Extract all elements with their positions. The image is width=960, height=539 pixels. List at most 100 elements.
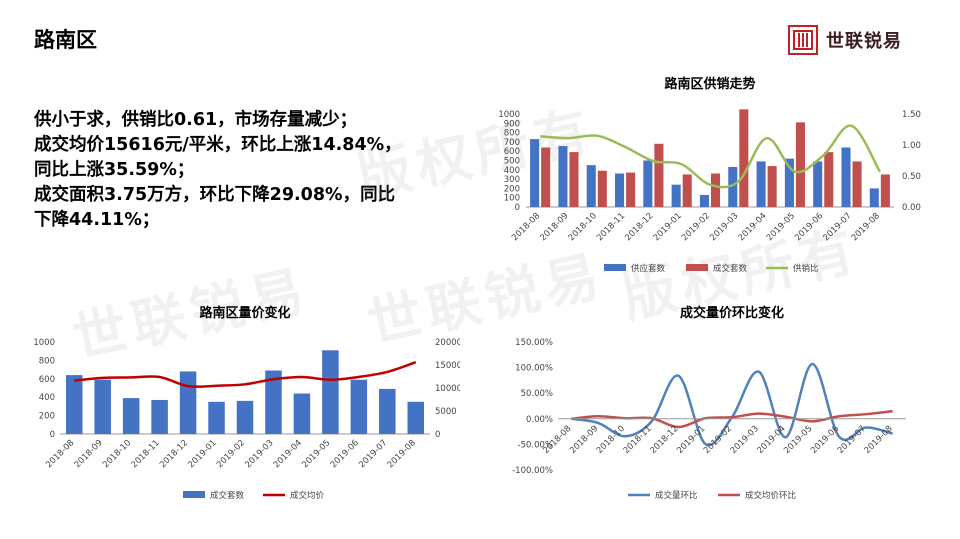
chart-title: 路南区量价变化: [199, 305, 290, 321]
y2-tick-label: 0.00: [902, 203, 921, 213]
y-tick-label: 1000: [33, 338, 55, 348]
x-tick-label: 2019-03: [243, 438, 275, 470]
x-tick-label: 2018-11: [130, 438, 162, 470]
legend-label: 供应套数: [631, 263, 666, 274]
y2-tick-label: 1.50: [902, 110, 921, 120]
legend-label: 成交量环比: [655, 490, 698, 501]
x-tick-label: 2018-10: [567, 211, 599, 243]
bar-volume: [236, 400, 254, 434]
bar-volume: [179, 371, 197, 434]
y-tick-label: -100.00%: [512, 466, 553, 476]
bar-supply: [558, 146, 568, 207]
y-tick-label: 200: [39, 412, 55, 422]
x-tick-label: 2019-04: [737, 211, 769, 243]
y-tick-label: 50.00%: [521, 389, 553, 399]
bar-supply: [813, 161, 823, 207]
summary-line: 成交均价15616元/平米，环比上涨14.84%，: [34, 135, 402, 155]
y2-tick-label: 5000: [435, 407, 457, 417]
bar-sales: [654, 143, 664, 207]
bar-supply: [699, 194, 709, 207]
bar-volume: [65, 375, 83, 434]
y-tick-label: -50.00%: [518, 440, 553, 450]
x-tick-label: 2019-04: [755, 424, 787, 456]
x-tick-label: 2018-08: [510, 211, 542, 243]
x-tick-label: 2019-02: [215, 438, 247, 470]
y-tick-label: 100.00%: [515, 364, 553, 374]
bar-supply: [530, 139, 540, 207]
bar-sales: [626, 172, 636, 207]
x-tick-label: 2019-02: [702, 424, 734, 456]
bar-volume: [94, 379, 111, 434]
bar-supply: [671, 184, 681, 207]
y-tick-label: 0: [515, 203, 520, 213]
bar-volume: [379, 388, 396, 434]
bar-volume: [293, 393, 311, 434]
x-tick-label: 2019-03: [708, 211, 740, 243]
x-tick-label: 2019-06: [793, 211, 825, 243]
legend-swatch: [686, 264, 708, 271]
bar-supply: [869, 188, 879, 207]
line-avg-price: [74, 360, 417, 388]
x-tick-label: 2018-09: [568, 424, 600, 456]
x-tick-label: 2019-01: [652, 211, 684, 243]
x-tick-label: 2019-06: [809, 424, 841, 456]
x-tick-label: 2018-08: [44, 438, 76, 470]
y-tick-label: 200: [504, 184, 520, 194]
legend-label: 供销比: [793, 263, 819, 274]
y-tick-label: 0: [50, 430, 55, 440]
y-tick-label: 600: [504, 147, 520, 157]
summary-text: 供小于求，供销比0.61，市场存量减少； 成交均价15616元/平米，环比上涨1…: [34, 108, 484, 233]
y-tick-label: 0.00%: [526, 415, 553, 425]
x-tick-label: 2019-07: [357, 438, 389, 470]
legend-label: 成交均价: [290, 490, 325, 501]
bar-supply: [784, 158, 794, 207]
brand-seal-icon: [788, 25, 818, 55]
brand-name: 世联锐易: [826, 31, 902, 52]
bar-sales: [569, 152, 579, 207]
x-tick-label: 2019-06: [329, 438, 361, 470]
x-tick-label: 2018-09: [73, 438, 105, 470]
bar-sales: [767, 166, 777, 207]
page-title: 路南区: [34, 28, 97, 52]
bar-supply: [756, 161, 766, 207]
bar-sales: [880, 174, 890, 207]
bar-sales: [739, 109, 749, 207]
summary-line: 同比上涨35.59%；: [34, 160, 195, 180]
y2-tick-label: 0: [435, 430, 440, 440]
line-price-mom: [571, 409, 893, 429]
mom-change-chart: 成交量价环比变化 150.00% 100.00% 50.00% 0.00% -50.00%…: [512, 305, 906, 501]
x-tick-label: 2019-07: [836, 424, 868, 456]
x-tick-label: 2019-01: [186, 438, 218, 470]
y-tick-label: 800: [504, 129, 520, 139]
line-supply-sales-ratio: [540, 124, 881, 189]
x-tick-label: 2019-08: [386, 438, 418, 470]
legend-label: 成交均价环比: [745, 490, 796, 501]
bar-sales: [541, 147, 551, 207]
bar-sales: [682, 174, 692, 207]
summary-line: 下降44.11%；: [34, 210, 160, 230]
x-tick-label: 2019-03: [729, 424, 761, 456]
y2-tick-label: 20000: [435, 338, 460, 348]
y2-tick-label: 10000: [435, 384, 460, 394]
chart-title: 路南区供销走势: [664, 76, 755, 92]
chart-title: 成交量价环比变化: [680, 305, 784, 321]
bar-volume: [407, 401, 425, 434]
y-tick-label: 1000: [498, 110, 520, 120]
summary-line: 供小于求，供销比0.61，市场存量减少；: [34, 110, 358, 130]
x-tick-label: 2019-04: [272, 438, 304, 470]
x-tick-label: 2019-05: [300, 438, 332, 470]
y-tick-label: 150.00%: [515, 338, 553, 348]
legend-swatch: [604, 264, 626, 271]
brand-logo: 世联锐易: [788, 20, 902, 60]
bar-volume: [208, 401, 225, 434]
x-tick-label: 2019-05: [782, 424, 814, 456]
legend-swatch: [183, 491, 205, 498]
bar-sales: [597, 170, 607, 207]
bar-supply: [643, 160, 653, 207]
bar-sales: [711, 173, 721, 207]
x-tick-label: 2019-07: [821, 211, 853, 243]
y-tick-label: 100: [504, 194, 520, 204]
y-tick-label: 400: [39, 393, 55, 403]
bar-volume: [322, 350, 339, 434]
y-tick-label: 500: [504, 157, 520, 167]
